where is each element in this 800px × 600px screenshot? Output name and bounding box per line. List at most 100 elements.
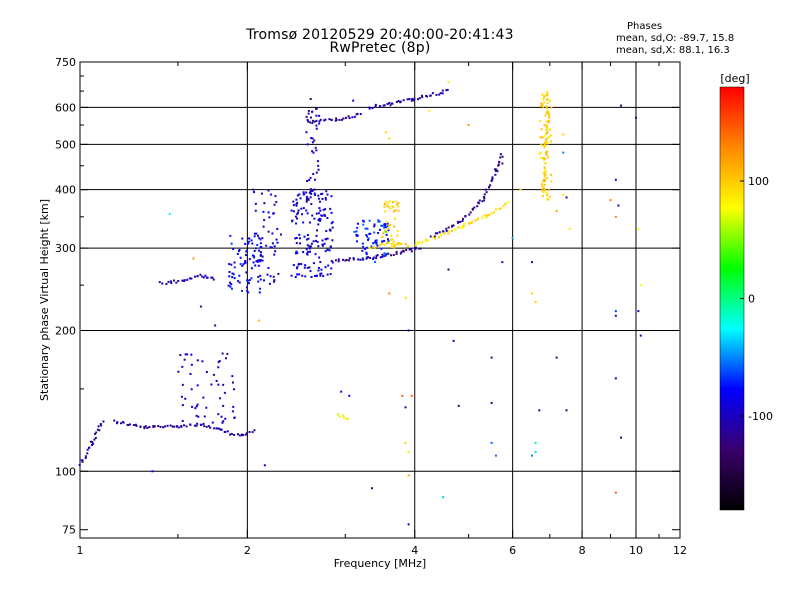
echo-point [383,203,386,206]
echo-point [259,253,262,256]
echo-point [375,241,378,244]
echo-point [391,242,394,245]
echo-point [173,425,176,428]
echo-point [614,377,617,380]
echo-point [385,233,388,236]
echo-point [494,169,497,172]
echo-point [309,246,312,249]
echo-point [498,207,501,210]
echo-point [379,105,382,108]
echo-point [540,156,543,159]
echo-point [310,192,313,195]
echo-point [193,424,196,427]
echo-point [88,446,91,449]
echo-point [305,252,308,255]
echo-point [459,220,462,223]
echo-point [230,287,233,290]
echo-point [324,238,327,241]
echo-point [318,122,321,125]
echo-point [393,244,396,247]
echo-point [244,433,247,436]
echo-point [476,218,479,221]
echo-point [614,215,617,218]
echo-point [316,274,319,277]
echo-point [162,426,165,429]
echo-point [224,417,227,420]
echo-point [116,421,119,424]
echo-point [258,319,261,322]
echo-point [202,422,205,425]
echo-point [228,263,231,266]
echo-point [232,405,235,408]
echo-point [161,282,164,285]
echo-point [94,432,97,435]
echo-point [183,424,186,427]
echo-point [390,254,393,257]
echo-point [314,193,317,196]
echo-point [228,275,231,278]
echo-point [201,275,204,278]
echo-point [331,239,334,242]
echo-point [272,280,275,283]
echo-point [232,273,235,276]
echo-point [252,255,255,258]
echo-point [545,128,548,131]
echo-point [229,234,232,237]
echo-point [541,93,544,96]
echo-point [230,263,233,266]
echo-point [544,162,547,165]
echo-point [134,423,137,426]
echo-point [367,237,370,240]
echo-point [202,276,205,279]
echo-point [196,359,199,362]
x-axis: 1 2 4 6 8 10 12 [77,62,687,557]
echo-point [266,273,269,276]
echo-point [467,123,470,126]
echo-point [406,245,409,248]
echo-point [437,236,440,239]
echo-point [181,365,184,368]
echo-point [562,193,565,196]
echo-point [545,111,548,114]
echo-point [431,92,434,95]
echo-point [315,114,318,117]
echo-point [445,227,448,230]
echo-point [620,436,623,439]
echo-point [407,450,410,453]
echo-point [255,260,258,263]
echo-point [342,117,345,120]
echo-point [259,251,262,254]
echo-point [258,237,261,240]
echo-point [326,237,329,240]
echo-point [483,199,486,202]
echo-point [274,195,277,198]
echo-point [359,258,362,261]
echo-point [543,135,546,138]
echo-point [331,226,334,229]
echo-point [405,249,408,252]
echo-point [91,440,94,443]
echo-point [320,272,323,275]
echo-point [400,251,403,254]
echo-point [247,291,250,294]
echo-point [418,241,421,244]
echo-point [231,276,234,279]
echo-point [476,205,479,208]
echo-point [210,276,213,279]
echo-point [304,264,307,267]
echo-point [494,173,497,176]
echo-point [258,258,261,261]
echo-point [318,114,321,117]
echo-point [229,433,232,436]
echo-point [239,256,242,259]
echo-point [317,212,320,215]
echo-point [319,200,322,203]
x-tick-label: 4 [411,544,418,557]
echo-point [348,257,351,260]
echo-point [410,394,413,397]
echo-point [544,138,547,141]
echo-point [319,118,322,121]
echo-point [312,240,315,243]
echo-point [398,242,401,245]
echo-point [539,151,542,154]
